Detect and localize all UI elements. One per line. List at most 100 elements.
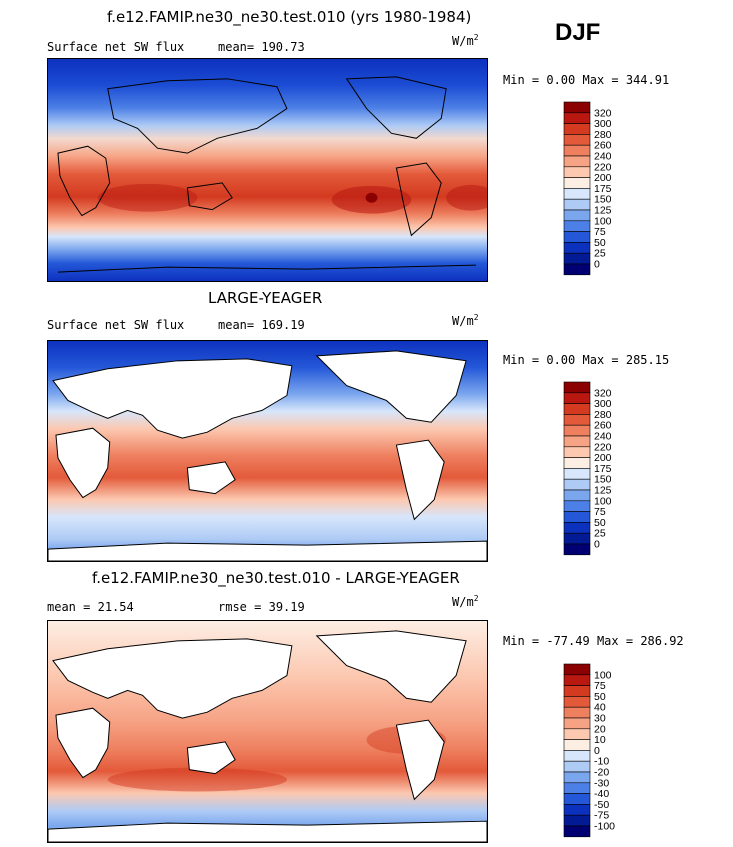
colorbar-swatch bbox=[563, 782, 591, 794]
colorbar-swatch bbox=[563, 522, 591, 534]
colorbar-swatch bbox=[563, 696, 591, 708]
colorbar-tick-label: 75 bbox=[594, 506, 606, 518]
colorbar-tick-label: 125 bbox=[594, 485, 612, 497]
colorbar-swatch bbox=[563, 663, 591, 676]
panel3-unit: W/m2 bbox=[452, 594, 479, 609]
panel3-warm-band-south bbox=[107, 767, 287, 792]
panel3-land-antarctica bbox=[48, 820, 487, 842]
colorbar-tick-label: -20 bbox=[594, 767, 609, 779]
colorbar-tick-label: 30 bbox=[594, 713, 606, 725]
colorbar-swatch bbox=[563, 198, 591, 211]
colorbar-tick-label: 150 bbox=[594, 194, 612, 206]
panel2-land-eurasia bbox=[52, 358, 293, 439]
colorbar-swatch bbox=[563, 511, 591, 523]
panel1-coast-australia bbox=[186, 182, 233, 211]
colorbar-tick-label: 260 bbox=[594, 140, 612, 152]
colorbar-swatch bbox=[563, 123, 591, 135]
colorbar-tick-label: 220 bbox=[594, 441, 612, 453]
colorbar-tick-label: 0 bbox=[594, 745, 600, 757]
colorbar-tick-label: 50 bbox=[594, 691, 606, 703]
colorbar-tick-label: 0 bbox=[594, 259, 600, 271]
colorbar-tick-label: -30 bbox=[594, 777, 609, 789]
colorbar-tick-label: 20 bbox=[594, 723, 606, 735]
panel1-variable-label: Surface net SW flux bbox=[47, 40, 185, 54]
colorbar-swatch bbox=[563, 793, 591, 805]
panel3-map bbox=[47, 620, 488, 843]
colorbar-swatch bbox=[563, 750, 591, 762]
colorbar-swatch bbox=[563, 717, 591, 730]
panel2-land-antarctica bbox=[48, 540, 487, 561]
panel3-land-eurasia bbox=[52, 638, 293, 719]
colorbar-swatch bbox=[563, 435, 591, 448]
colorbar-swatch bbox=[563, 144, 591, 157]
colorbar-swatch bbox=[563, 500, 591, 512]
panel3-land-north-america bbox=[315, 630, 467, 703]
panel2-unit: W/m2 bbox=[452, 313, 479, 328]
colorbar-tick-label: 320 bbox=[594, 107, 612, 119]
panel2-variable-label: Surface net SW flux bbox=[47, 318, 185, 332]
colorbar-swatch bbox=[563, 231, 591, 243]
panel1-map bbox=[47, 58, 488, 282]
colorbar-swatch bbox=[563, 804, 591, 816]
colorbar-swatch bbox=[563, 728, 591, 740]
colorbar-tick-label: 150 bbox=[594, 474, 612, 486]
colorbar-tick-label: 280 bbox=[594, 409, 612, 421]
colorbar-swatch bbox=[563, 489, 591, 502]
panel1-coast-eurasia bbox=[107, 78, 288, 154]
colorbar-swatch bbox=[563, 392, 591, 404]
colorbar-swatch bbox=[563, 674, 591, 686]
panel3-min-value: -77.49 bbox=[546, 634, 590, 648]
colorbar-tick-label: -50 bbox=[594, 799, 609, 811]
panel1-max-value: 344.91 bbox=[625, 73, 670, 87]
panel1-max-label: Max = bbox=[582, 73, 619, 87]
colorbar-swatch bbox=[563, 112, 591, 124]
panel2-land-south-america bbox=[395, 439, 445, 521]
panel2-min-label: Min = bbox=[503, 353, 540, 367]
colorbar-tick-label: 75 bbox=[594, 680, 606, 692]
panel3-max-value: 286.92 bbox=[640, 634, 684, 648]
colorbar-swatch bbox=[563, 252, 591, 265]
panel3-land bbox=[48, 630, 487, 842]
colorbar-tick-label: -75 bbox=[594, 810, 609, 822]
colorbar-swatch bbox=[563, 188, 591, 200]
panel1-coast-south-america bbox=[395, 162, 442, 237]
colorbar-tick-label: 25 bbox=[594, 248, 606, 260]
colorbar-swatch bbox=[563, 446, 591, 458]
panel2-land-australia bbox=[186, 461, 236, 495]
panel2-mean-value: 169.19 bbox=[261, 318, 305, 332]
panel1-title: f.e12.FAMIP.ne30_ne30.test.010 (yrs 1980… bbox=[107, 8, 472, 26]
colorbar-swatch bbox=[563, 771, 591, 784]
colorbar-tick-label: 300 bbox=[594, 398, 612, 410]
panel1-max-spot bbox=[365, 192, 378, 203]
panel2-title: LARGE-YEAGER bbox=[208, 289, 323, 307]
colorbar-swatch bbox=[563, 739, 591, 751]
colorbar-swatch bbox=[563, 424, 591, 437]
colorbar-tick-label: 10 bbox=[594, 734, 606, 746]
colorbar-swatch bbox=[563, 242, 591, 254]
colorbar-tick-label: 40 bbox=[594, 702, 606, 714]
colorbar-swatch bbox=[563, 685, 591, 697]
colorbar-swatch bbox=[563, 532, 591, 545]
colorbar-tick-label: 100 bbox=[594, 215, 612, 227]
colorbar-swatch bbox=[563, 134, 591, 146]
colorbar-swatch bbox=[563, 403, 591, 415]
panel2-land-africa bbox=[55, 427, 111, 499]
colorbar-tick-label: 175 bbox=[594, 183, 612, 195]
colorbar-swatch bbox=[563, 166, 591, 178]
colorbar-tick-label: 100 bbox=[594, 669, 612, 681]
colorbar-swatch bbox=[563, 457, 591, 469]
panel1-mean-value: 190.73 bbox=[261, 40, 305, 54]
colorbar-tick-label: 50 bbox=[594, 517, 606, 529]
panel1-coastlines bbox=[57, 76, 477, 273]
colorbar-tick-label: 50 bbox=[594, 237, 606, 249]
colorbar-tick-label: 100 bbox=[594, 495, 612, 507]
panel1-warm-core-atlantic bbox=[446, 184, 487, 211]
panel3-max-label: Max = bbox=[596, 634, 634, 648]
colorbar-tick-label: 200 bbox=[594, 452, 612, 464]
panel2-land-north-america bbox=[315, 350, 467, 423]
colorbar-swatch bbox=[563, 706, 591, 719]
colorbar-swatch bbox=[563, 543, 591, 556]
season-label: DJF bbox=[555, 19, 601, 46]
